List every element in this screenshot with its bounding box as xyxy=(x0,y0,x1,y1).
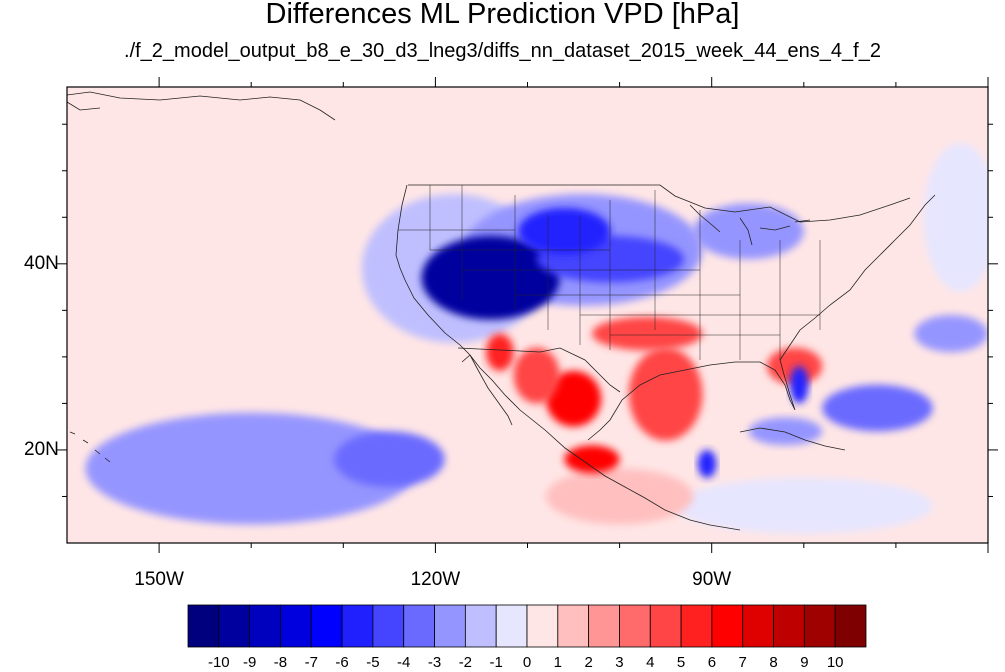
colorbar-box xyxy=(526,604,559,648)
colorbar-box xyxy=(403,604,435,648)
anomaly-region xyxy=(85,412,417,525)
baja-coastline xyxy=(461,354,513,426)
colorbar-tick-label: -4 xyxy=(397,654,411,671)
coastlines-and-borders xyxy=(67,91,936,531)
anomaly-region xyxy=(545,370,602,427)
colorbar-tick-label: 1 xyxy=(553,654,562,671)
anomaly-region xyxy=(789,366,809,404)
colorbar-tick-label: 3 xyxy=(615,654,624,671)
colorbar-box xyxy=(464,604,497,648)
colorbar-box xyxy=(218,604,251,648)
colorbar-tick-label: 10 xyxy=(826,654,844,671)
state-lines xyxy=(398,185,821,360)
colorbar-tick-label: 5 xyxy=(676,654,686,671)
colorbar-box xyxy=(773,604,805,648)
colorbar-tick-label: -9 xyxy=(242,654,257,671)
colorbar-tick-label: -1 xyxy=(489,654,503,671)
colorbar-tick-label: 7 xyxy=(738,654,747,671)
colorbar-tick-label: -5 xyxy=(366,654,380,671)
colorbar-box xyxy=(187,604,220,648)
colorbar-box xyxy=(711,604,744,648)
colorbar-tick-label: -10 xyxy=(207,654,230,671)
anomaly-region xyxy=(914,315,988,353)
colorbar-tick-label: 0 xyxy=(522,654,532,671)
colorbar-box xyxy=(557,604,590,648)
colorbar-tick-label: -7 xyxy=(304,654,318,671)
colorbar-tick-label: 6 xyxy=(707,654,717,671)
anomaly-region xyxy=(334,431,445,488)
colorbar-box xyxy=(434,604,466,648)
anomaly-region xyxy=(748,417,823,446)
colorbar-box xyxy=(649,604,682,648)
colorbar-box xyxy=(834,604,867,648)
lat-label: 20N xyxy=(24,438,59,460)
hawaii-islands xyxy=(69,431,111,463)
colorbar-box xyxy=(341,604,374,648)
great-lakes xyxy=(689,204,811,246)
colorbar-tick-label: -6 xyxy=(335,654,349,671)
colorbar-box xyxy=(310,604,343,648)
lat-label: 40N xyxy=(24,252,59,274)
lon-label: 150W xyxy=(134,569,184,590)
figure-title: Differences ML Prediction VPD [hPa] xyxy=(265,0,740,30)
colorbar-tick-label: 9 xyxy=(800,654,809,671)
colorbar-tick-label: 8 xyxy=(769,654,778,671)
colorbar-box xyxy=(372,604,405,648)
anomaly-region xyxy=(822,384,933,432)
anomaly-region xyxy=(67,96,252,208)
anomaly-region xyxy=(766,347,823,385)
figure-subtitle: ./f_2_model_output_b8_e_30_d3_lneg3/diff… xyxy=(124,40,881,62)
colorbar-box xyxy=(588,604,620,648)
anomaly-region xyxy=(674,477,933,534)
anomaly-region xyxy=(591,316,703,351)
canada-border xyxy=(408,184,911,223)
lon-label: 120W xyxy=(410,569,461,590)
anomaly-region xyxy=(513,347,560,404)
colorbar-tick-label: -8 xyxy=(273,654,288,671)
anomaly-region xyxy=(421,235,560,320)
colorbar-box xyxy=(803,604,836,648)
anomaly-region xyxy=(923,142,988,292)
anomaly-region xyxy=(545,468,694,525)
anomaly-region xyxy=(564,445,620,474)
anomaly-region xyxy=(518,207,611,255)
colorbar-box xyxy=(249,604,281,648)
colorbar-box xyxy=(742,604,774,648)
north-america-coastline xyxy=(395,184,936,531)
axis-ticks xyxy=(57,77,998,553)
alaska-coastline xyxy=(67,91,336,121)
colorbar-box xyxy=(280,604,312,648)
colorbar-box xyxy=(680,604,713,648)
colorbar-box xyxy=(619,604,651,648)
colorbar-tick-label: 4 xyxy=(646,654,655,671)
anomaly-region xyxy=(486,333,514,371)
colorbar-tick-label: -3 xyxy=(427,654,442,671)
lon-label: 90W xyxy=(692,569,732,590)
colorbar-box xyxy=(495,604,528,648)
colorbar-tick-label: -2 xyxy=(458,654,473,671)
anomaly-region xyxy=(697,449,717,478)
cuba-coastline xyxy=(739,427,846,451)
colorbar-tick-label: 2 xyxy=(584,654,593,671)
anomaly-region xyxy=(628,347,703,441)
us-mexico-border xyxy=(457,347,621,393)
